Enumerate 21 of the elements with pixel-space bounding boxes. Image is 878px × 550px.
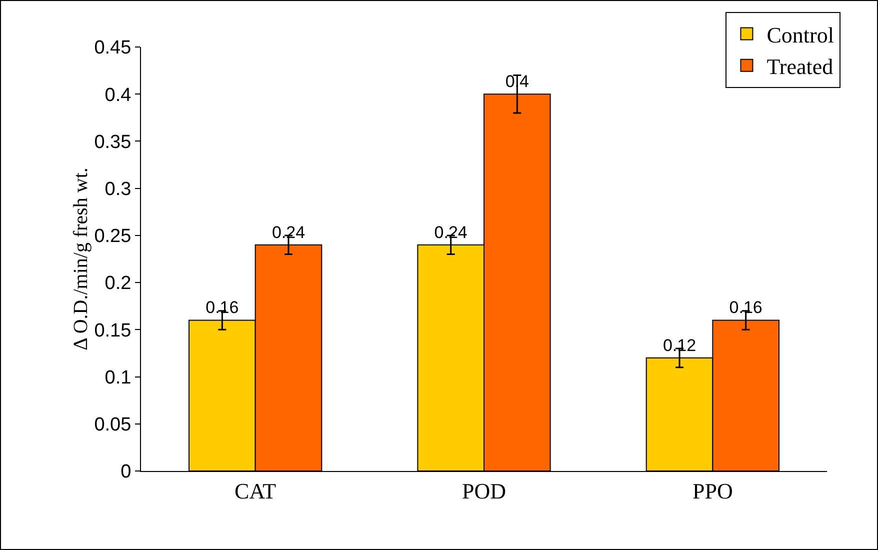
y-axis-title: Δ O.D./min/g fresh wt. [70,168,92,350]
legend-label: Control [766,22,834,48]
y-tick-label: 0.25 [94,226,132,248]
y-tick-label: 0 [120,462,132,483]
y-tick-label: 0.2 [104,273,132,294]
x-tick-label: POD [462,478,506,504]
x-tick-label: PPO [692,478,733,504]
y-tick-label: 0.45 [94,38,132,59]
data-label: 0.24 [434,222,468,242]
y-tick-label: 0.1 [104,367,132,388]
y-tick-label: 0.05 [94,414,132,436]
x-tick-label: CAT [234,478,277,504]
y-tick-label: 0.4 [104,84,132,106]
legend-label: Treated [766,54,834,79]
data-label: 0.24 [272,222,306,242]
data-label: 0.12 [662,336,696,355]
data-label: 0.16 [206,298,239,318]
y-tick-label: 0.15 [94,320,132,342]
y-tick-label: 0.3 [104,178,132,200]
y-tick-label: 0.35 [94,132,132,153]
data-label: 0.16 [729,298,762,318]
